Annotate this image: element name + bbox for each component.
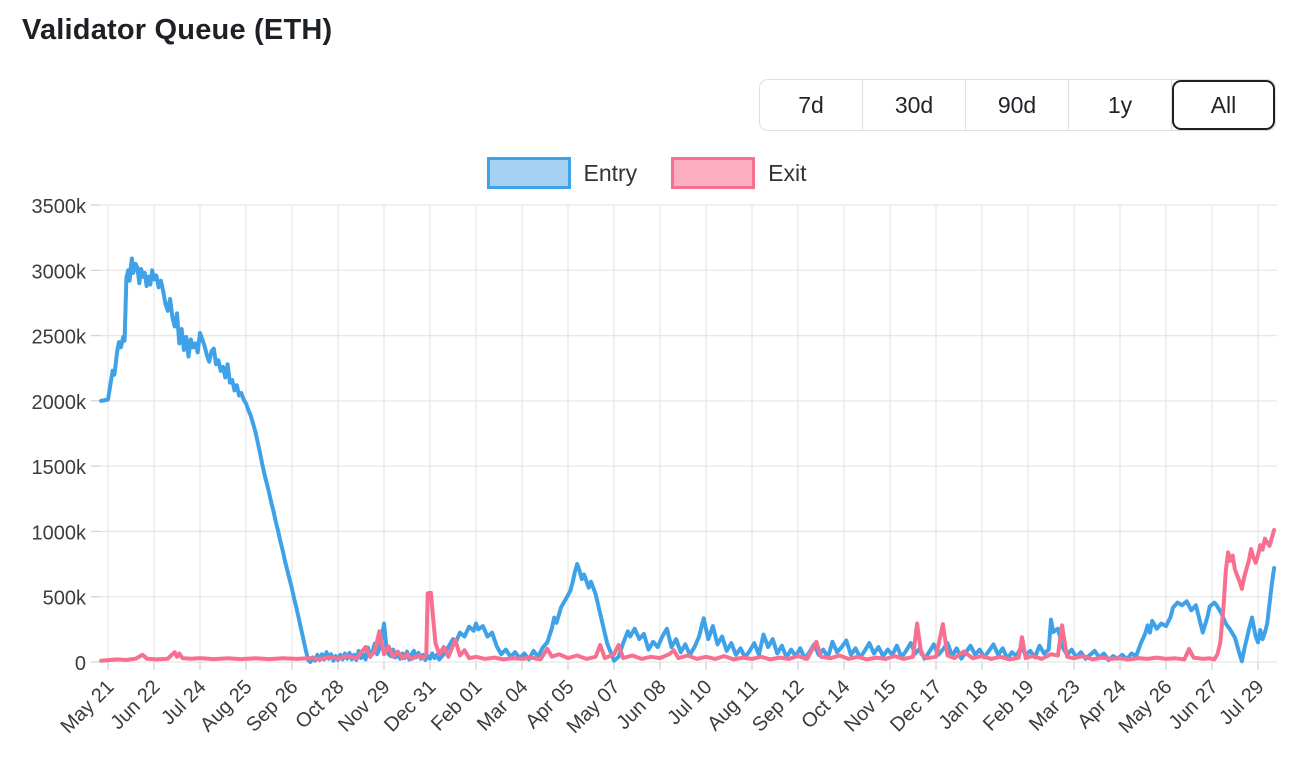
svg-text:2000k: 2000k: [32, 392, 87, 414]
range-button-all[interactable]: All: [1172, 80, 1275, 130]
svg-text:Jun 22: Jun 22: [107, 676, 165, 734]
svg-text:3000k: 3000k: [32, 261, 87, 283]
svg-text:Mar 04: Mar 04: [473, 676, 533, 736]
svg-text:1000k: 1000k: [32, 522, 87, 544]
legend-item-entry[interactable]: Entry: [486, 157, 637, 189]
legend-item-exit[interactable]: Exit: [671, 157, 807, 189]
svg-text:Mar 23: Mar 23: [1025, 676, 1085, 736]
svg-text:Dec 31: Dec 31: [380, 676, 440, 736]
range-button-30d[interactable]: 30d: [863, 80, 966, 130]
entry-color-swatch: [486, 157, 571, 189]
svg-text:Jul 29: Jul 29: [1215, 676, 1268, 729]
page-title: Validator Queue (ETH): [22, 14, 333, 46]
svg-text:3500k: 3500k: [32, 196, 87, 218]
range-button-7d[interactable]: 7d: [760, 80, 863, 130]
legend-label-entry: Entry: [583, 159, 638, 186]
range-button-1y[interactable]: 1y: [1069, 80, 1172, 130]
exit-color-swatch: [671, 157, 756, 189]
svg-text:Jun 27: Jun 27: [1165, 676, 1223, 734]
svg-text:Jun 08: Jun 08: [613, 676, 671, 734]
svg-text:Sep 12: Sep 12: [748, 676, 808, 736]
validator-queue-chart[interactable]: 0 500k 1000k 1500k 2000k 2500k 3000k 3500k May 2…: [0, 195, 1293, 780]
svg-text:0: 0: [75, 653, 86, 675]
range-button-90d[interactable]: 90d: [966, 80, 1069, 130]
legend-label-exit: Exit: [768, 159, 807, 186]
svg-text:Feb 01: Feb 01: [427, 676, 487, 736]
svg-text:Dec 17: Dec 17: [886, 676, 946, 736]
svg-text:Sep 26: Sep 26: [242, 676, 302, 736]
svg-text:1500k: 1500k: [32, 457, 87, 479]
svg-text:500k: 500k: [43, 588, 87, 610]
svg-text:Feb 19: Feb 19: [979, 676, 1039, 736]
svg-text:May 21: May 21: [57, 676, 119, 738]
time-range-selector: 7d 30d 90d 1y All: [759, 79, 1276, 131]
chart-legend: Entry Exit: [486, 157, 807, 189]
svg-text:2500k: 2500k: [32, 327, 87, 349]
